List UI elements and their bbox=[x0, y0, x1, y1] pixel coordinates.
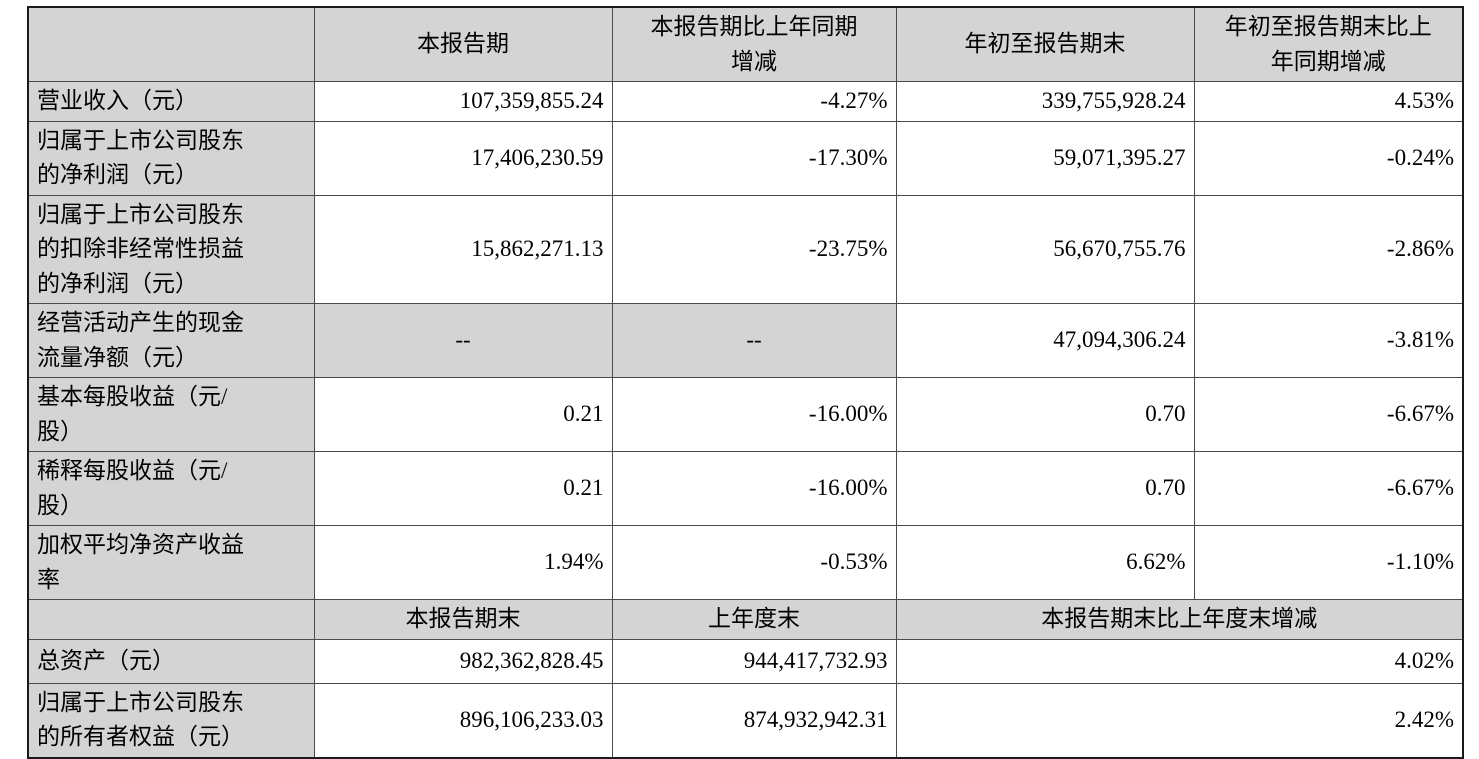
financial-summary-table: 本报告期 本报告期比上年同期 增减 年初至报告期末 年初至报告期末比上 年同期增… bbox=[27, 6, 1464, 759]
header-prior-year-end: 上年度末 bbox=[611, 599, 897, 640]
header-ytd: 年初至报告期末 bbox=[895, 6, 1195, 82]
table-row-net-profit: 归属于上市公司股东 的净利润（元） 17,406,230.59 -17.30% … bbox=[27, 120, 1464, 196]
table-header-row-period: 本报告期 本报告期比上年同期 增减 年初至报告期末 年初至报告期末比上 年同期增… bbox=[27, 6, 1464, 82]
table-row-net-profit-excl-nonrecurring: 归属于上市公司股东 的扣除非经常性损益 的净利润（元） 15,862,271.1… bbox=[27, 194, 1464, 304]
cell-ytd: 56,670,755.76 bbox=[895, 194, 1195, 304]
cell-current-period-yoy: -23.75% bbox=[611, 194, 897, 304]
header-period-end-vs-prior: 本报告期末比上年度末增减 bbox=[895, 599, 1464, 640]
row-label: 加权平均净资产收益 率 bbox=[27, 525, 315, 600]
cell-current-period-yoy: -0.53% bbox=[611, 525, 897, 600]
cell-ytd: 0.70 bbox=[895, 377, 1195, 452]
cell-ytd-yoy: -6.67% bbox=[1193, 451, 1464, 526]
header-corner-cell bbox=[27, 6, 315, 82]
row-label: 营业收入（元） bbox=[27, 81, 315, 122]
cell-prior-year-end: 874,932,942.31 bbox=[611, 682, 897, 758]
cell-period-end: 982,362,828.45 bbox=[313, 638, 613, 684]
cell-current-period-yoy: -17.30% bbox=[611, 120, 897, 196]
table-row-diluted-eps: 稀释每股收益（元/ 股） 0.21 -16.00% 0.70 -6.67% bbox=[27, 451, 1464, 526]
row-label: 基本每股收益（元/ 股） bbox=[27, 377, 315, 452]
table-row-weighted-avg-roe: 加权平均净资产收益 率 1.94% -0.53% 6.62% -1.10% bbox=[27, 525, 1464, 600]
table-row-total-assets: 总资产（元） 982,362,828.45 944,417,732.93 4.0… bbox=[27, 638, 1464, 684]
header-ytd-yoy: 年初至报告期末比上 年同期增减 bbox=[1193, 6, 1464, 82]
row-label: 总资产（元） bbox=[27, 638, 315, 684]
cell-current-period: 15,862,271.13 bbox=[313, 194, 613, 304]
cell-current-period-yoy: -- bbox=[611, 303, 897, 378]
table-row-basic-eps: 基本每股收益（元/ 股） 0.21 -16.00% 0.70 -6.67% bbox=[27, 377, 1464, 452]
cell-current-period-yoy: -16.00% bbox=[611, 377, 897, 452]
row-label: 归属于上市公司股东 的净利润（元） bbox=[27, 120, 315, 196]
cell-current-period-yoy: -4.27% bbox=[611, 81, 897, 122]
cell-current-period: 107,359,855.24 bbox=[313, 81, 613, 122]
cell-current-period: 0.21 bbox=[313, 377, 613, 452]
header-corner-cell bbox=[27, 599, 315, 640]
row-label: 归属于上市公司股东 的扣除非经常性损益 的净利润（元） bbox=[27, 194, 315, 304]
cell-ytd: 339,755,928.24 bbox=[895, 81, 1195, 122]
cell-current-period: 0.21 bbox=[313, 451, 613, 526]
cell-ytd-yoy: -0.24% bbox=[1193, 120, 1464, 196]
row-label: 经营活动产生的现金 流量净额（元） bbox=[27, 303, 315, 378]
cell-ytd: 6.62% bbox=[895, 525, 1195, 600]
row-label: 稀释每股收益（元/ 股） bbox=[27, 451, 315, 526]
header-period-end: 本报告期末 bbox=[313, 599, 613, 640]
table-row-operating-revenue: 营业收入（元） 107,359,855.24 -4.27% 339,755,92… bbox=[27, 81, 1464, 122]
cell-ytd: 0.70 bbox=[895, 451, 1195, 526]
header-current-period: 本报告期 bbox=[313, 6, 613, 82]
cell-change: 4.02% bbox=[895, 638, 1464, 684]
header-current-period-yoy: 本报告期比上年同期 增减 bbox=[611, 6, 897, 82]
row-label: 归属于上市公司股东 的所有者权益（元） bbox=[27, 682, 315, 758]
table-row-shareholders-equity: 归属于上市公司股东 的所有者权益（元） 896,106,233.03 874,9… bbox=[27, 682, 1464, 758]
cell-ytd-yoy: 4.53% bbox=[1193, 81, 1464, 122]
cell-current-period: -- bbox=[313, 303, 613, 378]
cell-prior-year-end: 944,417,732.93 bbox=[611, 638, 897, 684]
cell-ytd-yoy: -1.10% bbox=[1193, 525, 1464, 600]
cell-ytd-yoy: -6.67% bbox=[1193, 377, 1464, 452]
table-header-row-balance: 本报告期末 上年度末 本报告期末比上年度末增减 bbox=[27, 599, 1464, 640]
cell-period-end: 896,106,233.03 bbox=[313, 682, 613, 758]
cell-ytd: 47,094,306.24 bbox=[895, 303, 1195, 378]
cell-ytd: 59,071,395.27 bbox=[895, 120, 1195, 196]
cell-current-period-yoy: -16.00% bbox=[611, 451, 897, 526]
cell-ytd-yoy: -2.86% bbox=[1193, 194, 1464, 304]
cell-current-period: 1.94% bbox=[313, 525, 613, 600]
table-row-operating-cash-flow: 经营活动产生的现金 流量净额（元） -- -- 47,094,306.24 -3… bbox=[27, 303, 1464, 378]
cell-ytd-yoy: -3.81% bbox=[1193, 303, 1464, 378]
cell-change: 2.42% bbox=[895, 682, 1464, 758]
cell-current-period: 17,406,230.59 bbox=[313, 120, 613, 196]
